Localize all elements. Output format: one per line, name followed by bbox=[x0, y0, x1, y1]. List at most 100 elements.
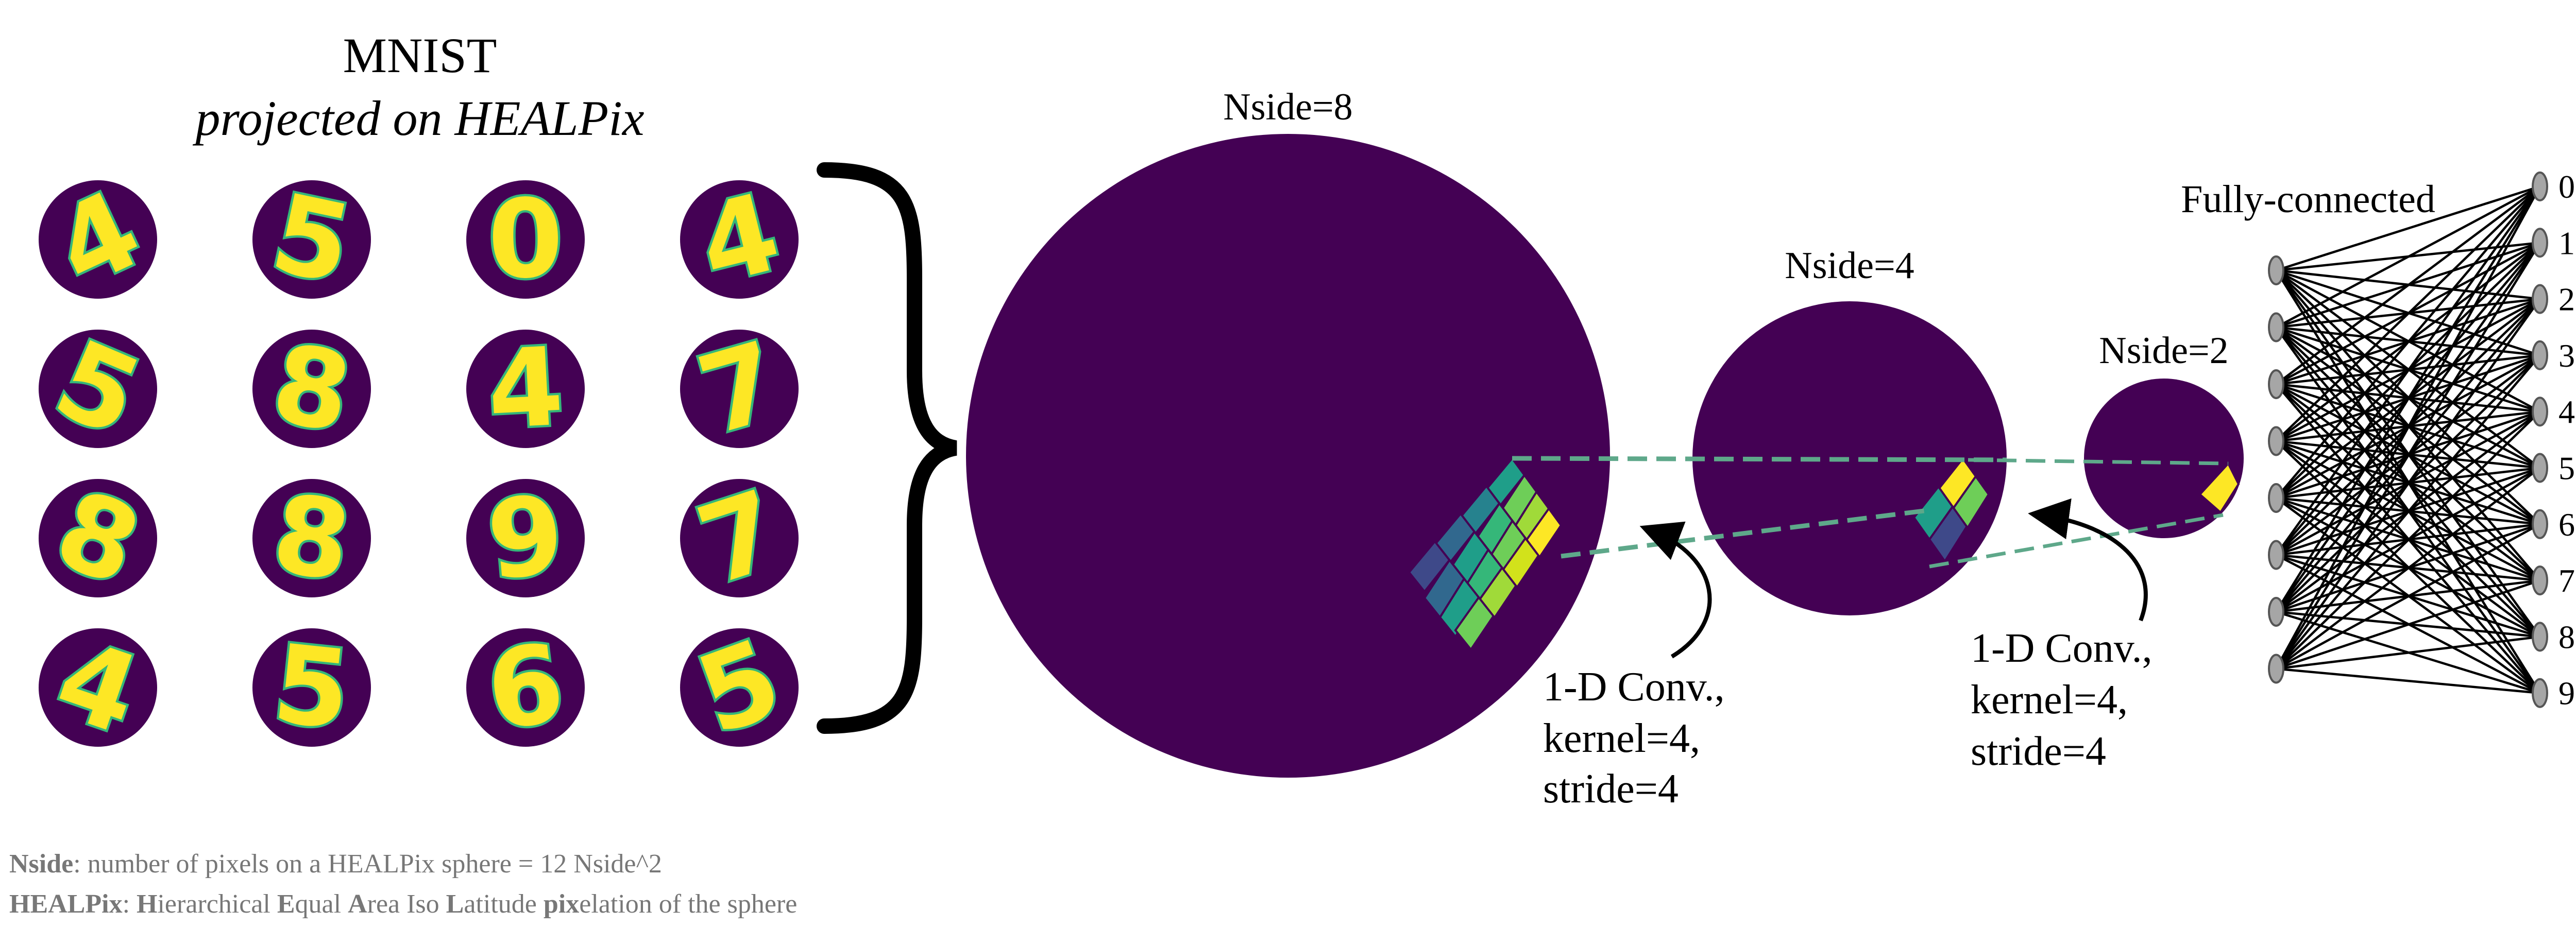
fc-edge bbox=[2276, 579, 2540, 670]
fc-edge bbox=[2276, 667, 2540, 694]
patch-cell bbox=[1951, 474, 1990, 531]
fc-edge bbox=[2275, 185, 2541, 442]
conv1-line1: 1-D Conv., bbox=[1543, 664, 1725, 710]
conv2-line3: stride=4 bbox=[1971, 729, 2106, 774]
patch-cell bbox=[1477, 566, 1517, 621]
fc-output-label: 8 bbox=[2558, 619, 2575, 655]
mnist-digit: 5 bbox=[39, 330, 157, 448]
fc-output-label: 4 bbox=[2558, 393, 2575, 430]
fc-edge bbox=[2276, 185, 2540, 272]
fc-output-label: 2 bbox=[2558, 281, 2575, 318]
sphere-label-nside8: Nside=8 bbox=[1223, 86, 1352, 128]
conv-patch-nside2 bbox=[2198, 461, 2240, 514]
fc-edge bbox=[2275, 185, 2541, 613]
svg-text:8: 8 bbox=[266, 470, 358, 606]
footnote-bold-part: E bbox=[277, 889, 295, 919]
connector-4to2-top bbox=[1968, 458, 2229, 466]
mnist-digit: 8 bbox=[39, 479, 157, 597]
conv-arrow-1 bbox=[1639, 521, 1712, 659]
footnote-part: qual bbox=[295, 889, 348, 919]
footnote-part: ierarchical bbox=[157, 889, 277, 919]
fully-connected-network: 0 1 2 3 4 5 6 7 8 9 bbox=[2268, 168, 2575, 712]
fc-output-label: 0 bbox=[2558, 168, 2575, 205]
fc-output-node bbox=[2532, 678, 2548, 708]
fc-output-label: 6 bbox=[2558, 506, 2575, 543]
fc-edge bbox=[2275, 410, 2541, 670]
fc-output-node bbox=[2532, 509, 2548, 539]
fc-title: Fully-connected bbox=[2181, 178, 2435, 221]
fc-input-node bbox=[2268, 426, 2284, 456]
conv-patch-nside8 bbox=[1408, 456, 1563, 651]
patch-cell bbox=[1454, 595, 1495, 651]
svg-text:4: 4 bbox=[687, 169, 791, 310]
patch-cell bbox=[1408, 540, 1451, 594]
mnist-digit: 7 bbox=[680, 479, 799, 597]
svg-text:5: 5 bbox=[262, 169, 362, 308]
fc-edge bbox=[2275, 298, 2541, 670]
mnist-digit: 8 bbox=[252, 470, 371, 606]
conv-label-2: 1-D Conv., kernel=4, stride=4 bbox=[1971, 626, 2153, 774]
conv-label-1: 1-D Conv., kernel=4, stride=4 bbox=[1543, 664, 1725, 812]
mnist-digit: 4 bbox=[466, 323, 585, 453]
fc-output-label: 1 bbox=[2558, 225, 2575, 261]
fc-edge bbox=[2275, 354, 2541, 670]
mnist-digit: 5 bbox=[680, 628, 799, 747]
fc-edge bbox=[2275, 185, 2541, 556]
conv1-line2: kernel=4, bbox=[1543, 716, 1700, 761]
conv2-line1: 1-D Conv., bbox=[1971, 626, 2153, 671]
mnist-digit: 4 bbox=[39, 628, 157, 747]
fc-output-node bbox=[2532, 622, 2548, 652]
fc-input-node bbox=[2268, 312, 2284, 342]
footnote-bold-part: H bbox=[137, 889, 158, 919]
mnist-digit: 5 bbox=[252, 621, 371, 754]
fc-connections bbox=[2275, 185, 2541, 694]
patch-cell bbox=[1928, 505, 1968, 563]
footnote-nside-def: : number of pixels on a HEALPix sphere =… bbox=[73, 849, 662, 879]
mnist-digit: 7 bbox=[680, 318, 799, 460]
fc-input-node bbox=[2268, 654, 2284, 684]
fc-output-label: 5 bbox=[2558, 450, 2575, 487]
sphere-label-nside4: Nside=4 bbox=[1785, 245, 1914, 287]
mnist-digit: 4 bbox=[39, 180, 157, 299]
conv1-line3: stride=4 bbox=[1543, 766, 1679, 812]
mnist-digit: 8 bbox=[252, 330, 371, 448]
svg-text:5: 5 bbox=[268, 621, 356, 754]
footnote-part: rea Iso bbox=[367, 889, 446, 919]
mnist-digit: 9 bbox=[466, 472, 585, 604]
fc-edge bbox=[2275, 185, 2541, 329]
fc-output-label: 9 bbox=[2558, 675, 2575, 712]
fc-edge bbox=[2276, 636, 2540, 670]
mnist-digit: 6 bbox=[466, 620, 585, 754]
mnist-subtitle: projected on HEALPix bbox=[193, 91, 645, 146]
svg-text:4: 4 bbox=[485, 323, 567, 453]
svg-text:9: 9 bbox=[482, 472, 568, 604]
fc-output-node bbox=[2532, 397, 2548, 427]
sphere-label-nside2: Nside=2 bbox=[2099, 330, 2228, 372]
footnote-bold-part: A bbox=[348, 889, 367, 919]
svg-text:6: 6 bbox=[480, 620, 570, 754]
footnote-bold-part: HEALPix bbox=[9, 889, 123, 919]
patch-cell bbox=[1438, 577, 1480, 639]
footnote-line2: HEALPix: Hierarchical Equal Area Iso Lat… bbox=[9, 891, 797, 918]
footnote-part: elation of the sphere bbox=[579, 889, 798, 919]
fc-output-node bbox=[2532, 171, 2548, 201]
conv-patch-nside4 bbox=[1912, 456, 1990, 563]
svg-text:7: 7 bbox=[686, 318, 793, 460]
connector-4to2-bottom bbox=[1929, 513, 2224, 569]
fc-output-node bbox=[2532, 453, 2548, 483]
fc-input-node bbox=[2268, 597, 2284, 627]
fc-edge bbox=[2275, 242, 2541, 670]
mnist-digit: 0 bbox=[466, 180, 585, 299]
fc-edge bbox=[2275, 467, 2541, 670]
connector-8to4-top bbox=[1512, 456, 2007, 462]
fc-output-label: 3 bbox=[2558, 337, 2575, 374]
patch-cell bbox=[1524, 507, 1563, 561]
conv-arrow-2 bbox=[2028, 498, 2148, 622]
fc-input-node bbox=[2268, 540, 2284, 570]
footnote-line1: Nside: number of pixels on a HEALPix sph… bbox=[9, 851, 662, 878]
mnist-digit: 4 bbox=[680, 169, 799, 310]
footnote-bold-part: pix bbox=[543, 889, 580, 919]
healpix-sphere-nside8 bbox=[966, 134, 1610, 778]
fc-output-node bbox=[2532, 565, 2548, 596]
